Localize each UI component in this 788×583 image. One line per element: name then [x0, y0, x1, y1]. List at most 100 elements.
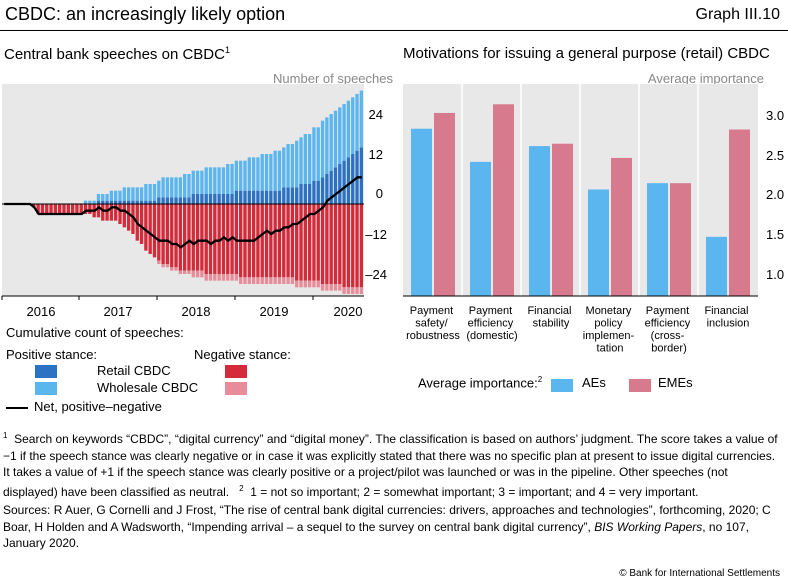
bar-retail-negative — [191, 204, 195, 271]
bar-wholesale-positive — [273, 150, 277, 191]
bar-retail-positive — [161, 197, 165, 204]
category-label: Financial inclusion — [704, 305, 751, 330]
bar-retail-negative — [316, 204, 320, 281]
bar-retail-positive — [217, 194, 221, 204]
bar-wholesale-positive — [187, 174, 191, 198]
bar-retail-negative — [307, 204, 312, 281]
bar-wholesale-positive — [307, 134, 312, 185]
bar-retail-negative — [282, 204, 286, 278]
bar-wholesale-negative — [295, 280, 299, 288]
bar-wholesale-positive — [260, 154, 264, 191]
bar-retail-negative — [118, 204, 122, 224]
bar-wholesale-positive — [221, 167, 226, 195]
bar-wholesale-positive — [234, 160, 239, 191]
bar-wholesale-positive — [200, 170, 204, 195]
bar-retail-negative — [346, 204, 351, 288]
bar-wholesale-positive — [131, 187, 135, 201]
bar-wholesale-negative — [269, 277, 273, 284]
bar-wholesale-positive — [204, 167, 208, 195]
bar-retail-negative — [264, 204, 269, 278]
bar-wholesale-negative — [187, 270, 191, 274]
bar-wholesale-positive — [217, 167, 221, 195]
bar-retail-positive — [230, 194, 234, 204]
bar-retail-positive — [329, 170, 333, 204]
bar-retail-positive — [303, 184, 307, 204]
bar-wholesale-positive — [325, 117, 329, 175]
y-tick-label: 2.5 — [766, 148, 784, 163]
bar-retail-negative — [157, 204, 161, 261]
bar-retail-positive — [282, 187, 286, 204]
header-divider — [0, 30, 788, 31]
y-tick-label: 1.5 — [766, 227, 784, 242]
bar-wholesale-positive — [195, 170, 200, 195]
bar-retail-negative — [105, 204, 109, 221]
bar-retail-negative — [53, 204, 58, 214]
bar-eme — [670, 183, 691, 296]
bar-retail-positive — [183, 197, 187, 204]
net-line — [4, 176, 362, 249]
bar-wholesale-positive — [320, 120, 325, 178]
bar-retail-negative — [195, 204, 200, 271]
bar-retail-positive — [299, 184, 303, 204]
bar-retail-negative — [183, 204, 187, 271]
bar-wholesale-positive — [83, 200, 88, 204]
bar-ae — [470, 161, 491, 296]
bar-retail-negative — [66, 204, 70, 214]
page-title: CBDC: an increasingly likely option — [5, 4, 286, 24]
motivation-bars — [411, 104, 750, 296]
bar-retail-negative — [88, 204, 92, 214]
category-labels: Payment safety/ robustness Payment effic… — [406, 305, 751, 355]
bar-wholesale-positive — [303, 134, 307, 185]
bar-wholesale-positive — [256, 157, 260, 191]
bar-wholesale-negative — [195, 270, 200, 278]
bar-retail-positive — [243, 190, 247, 204]
bar-retail-positive — [191, 194, 195, 204]
bar-retail-negative — [165, 204, 170, 264]
right-unit-label: Average importance — [647, 71, 764, 86]
bar-retail-positive — [273, 190, 277, 204]
bar-wholesale-positive — [105, 194, 109, 201]
bar-retail-negative — [333, 204, 338, 284]
x-tick-label: 2020 — [334, 304, 363, 319]
bar-wholesale-positive — [114, 190, 118, 201]
bar-retail-negative — [49, 204, 53, 214]
bar-retail-positive — [351, 154, 355, 204]
bar-retail-positive — [139, 200, 144, 204]
bar-wholesale-negative — [170, 267, 174, 271]
bar-retail-negative — [355, 204, 359, 288]
bar-retail-negative — [109, 204, 114, 221]
bar-retail-negative — [303, 204, 307, 281]
category-label: Financial stability — [527, 305, 574, 330]
bar-retail-negative — [286, 204, 290, 278]
bar-retail-positive — [260, 190, 264, 204]
bar-retail-positive — [359, 147, 363, 204]
bar-wholesale-negative — [204, 273, 208, 281]
bar-wholesale-positive — [329, 114, 333, 171]
bar-retail-negative — [273, 204, 277, 278]
bar-wholesale-negative — [247, 277, 251, 284]
bar-retail-negative — [96, 204, 101, 218]
bar-retail-positive — [286, 187, 290, 204]
left-unit-label: Number of speeches — [273, 71, 393, 86]
bar-wholesale-positive — [122, 187, 126, 201]
bar-retail-negative — [174, 204, 178, 268]
bar-retail-negative — [62, 204, 66, 214]
bar-wholesale-negative — [359, 287, 363, 294]
bar-retail-negative — [131, 204, 135, 234]
bar-retail-negative — [144, 204, 148, 251]
bar-retail-positive — [208, 194, 213, 204]
bar-wholesale-positive — [359, 90, 363, 148]
bar-wholesale-negative — [320, 283, 325, 291]
y-tick-label: 12 — [369, 147, 383, 162]
bar-retail-positive — [221, 194, 226, 204]
bar-wholesale-negative — [183, 270, 187, 274]
bar-retail-positive — [96, 200, 101, 204]
bar-retail-negative — [338, 204, 342, 284]
bar-wholesale-positive — [282, 147, 286, 188]
bar-retail-positive — [126, 200, 131, 204]
bar-retail-negative — [359, 204, 363, 288]
speeches-chart: 2016 2017 2018 2019 2020 24 12 0 –12 –24 — [1, 84, 387, 319]
bar-wholesale-negative — [329, 283, 333, 291]
bar-retail-positive — [307, 184, 312, 204]
bar-retail-negative — [122, 204, 126, 228]
